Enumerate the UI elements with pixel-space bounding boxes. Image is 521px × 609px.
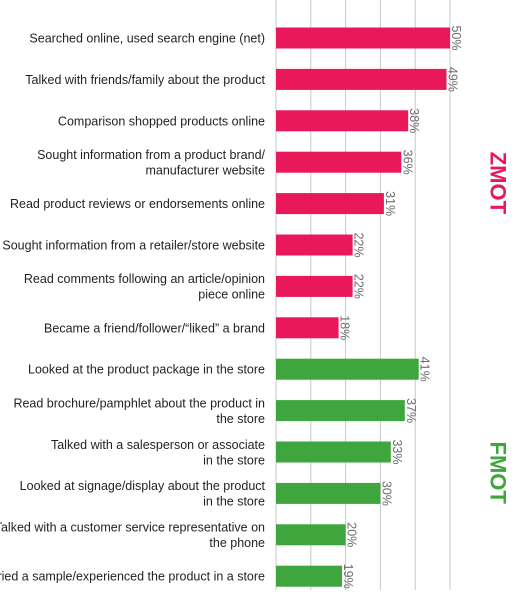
value-label: 31% xyxy=(383,191,397,216)
category-label-line: Became a friend/follower/“liked” a brand xyxy=(44,321,265,335)
category-label: Talked with a salesperson or associate in… xyxy=(51,438,265,468)
category-label: Looked at the product package in the sto… xyxy=(28,363,265,377)
category-label: Tried a sample/experienced the product i… xyxy=(0,570,265,584)
value-label: 19% xyxy=(341,564,355,589)
bar xyxy=(276,524,346,546)
category-label-line: Looked at signage/display about the prod… xyxy=(20,479,266,493)
value-label: 30% xyxy=(379,481,393,506)
bar xyxy=(276,358,419,380)
category-label-line: the store xyxy=(216,412,265,426)
value-label: 18% xyxy=(338,315,352,340)
bar xyxy=(276,565,343,587)
value-label: 50% xyxy=(449,25,463,50)
category-label-line: Looked at the product package in the sto… xyxy=(28,363,265,377)
bar xyxy=(276,193,384,215)
category-label: Became a friend/follower/“liked” a brand xyxy=(44,321,265,335)
group-label: ZMOT xyxy=(486,152,511,215)
category-label: Read product reviews or endorsements onl… xyxy=(10,197,265,211)
value-label: 22% xyxy=(352,274,366,299)
category-label: Searched online, used search engine (net… xyxy=(29,32,265,46)
category-label-line: the phone xyxy=(209,536,265,550)
category-label: Looked at signage/display about the prod… xyxy=(20,479,266,509)
group-label: FMOT xyxy=(486,442,511,505)
value-label: 41% xyxy=(418,357,432,382)
category-label: Sought information from a retailer/store… xyxy=(2,239,265,253)
category-label-line: Read comments following an article/opini… xyxy=(24,272,265,286)
category-label: Talked with a customer service represent… xyxy=(0,521,265,551)
value-label: 33% xyxy=(390,439,404,464)
category-label-line: Read product reviews or endorsements onl… xyxy=(10,197,265,211)
value-label: 22% xyxy=(352,232,366,257)
category-label-line: Talked with a salesperson or associate xyxy=(51,438,265,452)
category-label: Talked with friends/family about the pro… xyxy=(25,73,265,87)
category-label-line: Sought information from a retailer/store… xyxy=(2,239,265,253)
value-label: 38% xyxy=(407,108,421,133)
value-label: 36% xyxy=(400,150,414,175)
category-label-line: piece online xyxy=(198,288,265,302)
category-label-line: Sought information from a product brand/ xyxy=(37,148,265,162)
value-label: 37% xyxy=(404,398,418,423)
bar xyxy=(276,482,381,504)
category-label-line: Read brochure/pamphlet about the product… xyxy=(13,396,265,410)
category-label-line: Talked with friends/family about the pro… xyxy=(25,73,265,87)
category-label-line: in the store xyxy=(203,495,265,509)
category-label: Read brochure/pamphlet about the product… xyxy=(13,396,265,426)
category-label-line: Comparison shopped products online xyxy=(58,114,265,128)
value-label: 49% xyxy=(446,67,460,92)
category-label-line: manufacturer website xyxy=(145,163,265,177)
group-zmot: Searched online, used search engine (net… xyxy=(2,25,510,340)
category-label: Sought information from a product brand/… xyxy=(37,148,265,178)
bar xyxy=(276,441,391,463)
value-label: 20% xyxy=(345,522,359,547)
bar xyxy=(276,234,353,256)
category-label-line: Talked with a customer service represent… xyxy=(0,521,265,535)
bar xyxy=(276,151,402,173)
bar xyxy=(276,400,405,422)
category-label: Read comments following an article/opini… xyxy=(24,272,265,302)
category-label: Comparison shopped products online xyxy=(58,114,265,128)
category-label-line: in the store xyxy=(203,453,265,467)
bar xyxy=(276,275,353,297)
group-fmot: Looked at the product package in the sto… xyxy=(0,357,511,589)
bar xyxy=(276,317,339,339)
category-label-line: Tried a sample/experienced the product i… xyxy=(0,570,265,584)
bar xyxy=(276,27,450,49)
bar xyxy=(276,68,447,90)
bar xyxy=(276,110,409,132)
category-label-line: Searched online, used search engine (net… xyxy=(29,32,265,46)
